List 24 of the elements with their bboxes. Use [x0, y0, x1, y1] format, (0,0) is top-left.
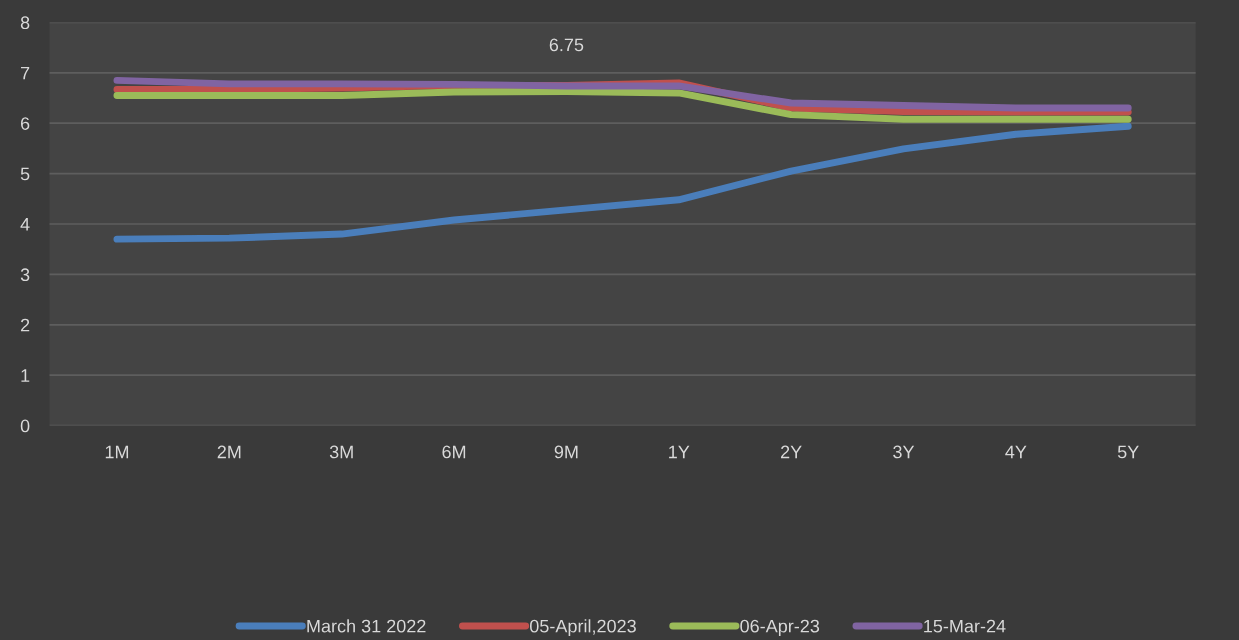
x-tick-label: 1M [105, 445, 129, 459]
legend-label: 15-Mar-24 [924, 619, 1006, 633]
x-tick-label: 9M [554, 445, 578, 459]
y-tick-label: 0 [20, 419, 30, 433]
legend-label: March 31 2022 [307, 619, 426, 633]
x-tick-label: 5Y [1117, 445, 1139, 459]
x-tick-label: 3M [329, 445, 353, 459]
legend-label: 06-Apr-23 [740, 619, 820, 637]
y-tick-label: 1 [21, 369, 30, 382]
x-tick-label: 2M [217, 445, 241, 459]
y-tick-label: 2 [20, 318, 30, 332]
y-tick-label: 6 [20, 117, 30, 130]
y-tick-label: 7 [21, 66, 30, 80]
y-tick-label: 8 [20, 16, 30, 30]
data-label: 6.75 [549, 38, 584, 52]
x-tick-label: 4Y [1005, 445, 1027, 459]
y-tick-label: 5 [20, 167, 30, 181]
legend-label: 05-April,2023 [529, 619, 636, 637]
y-tick-label: 3 [20, 268, 30, 282]
x-tick-label: 2Y [781, 445, 802, 459]
x-tick-label: 6M [442, 445, 466, 459]
x-tick-label: 1Y [669, 445, 690, 459]
y-tick-label: 4 [20, 218, 30, 231]
x-tick-label: 3Y [893, 445, 915, 459]
